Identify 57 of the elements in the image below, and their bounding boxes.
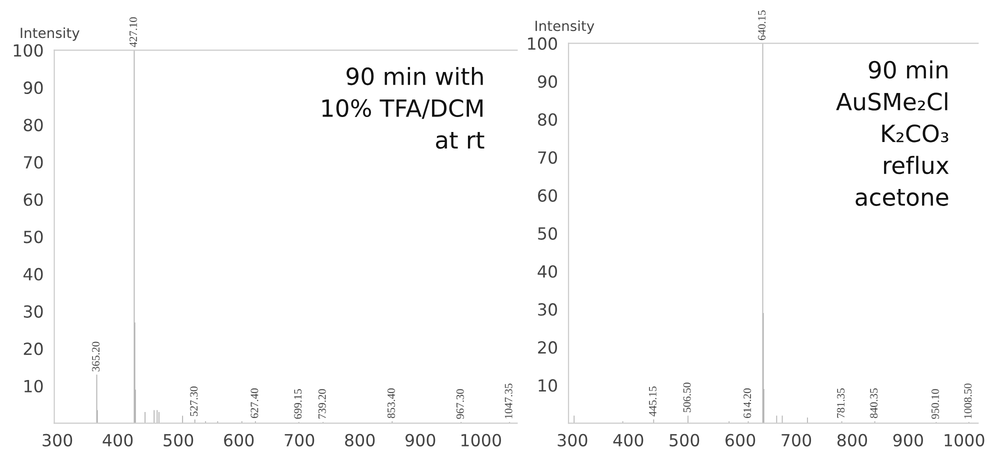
- annotation: 950.10: [931, 389, 940, 419]
- y-tick-label: 40: [538, 265, 557, 278]
- y-tick-label: 90: [538, 75, 557, 88]
- y-tick-label: 80: [24, 118, 43, 132]
- annotation: 506.50: [683, 382, 691, 412]
- annotation: 627.40: [250, 388, 258, 418]
- y-tick-label: 100: [528, 37, 557, 50]
- annotation: 967.30: [456, 389, 464, 419]
- x-tick-label: 1000: [944, 434, 984, 446]
- x-tick-label: 600: [224, 434, 254, 446]
- x-tick-label: 700: [284, 434, 314, 446]
- annotation: 739.20: [318, 389, 326, 419]
- annotation: 90 min AuSMe₂Cl K₂CO₃ reflux acetone: [836, 60, 949, 206]
- x-tick-label: 600: [726, 434, 756, 446]
- x-tick-label: 300: [558, 434, 588, 446]
- y-tick-label: 70: [538, 151, 557, 164]
- y-tick-label: 50: [24, 230, 43, 244]
- x-tick-label: 400: [613, 434, 644, 446]
- x-tick-label: 400: [102, 434, 133, 446]
- x-tick-label: 800: [837, 434, 868, 446]
- y-tick-label: 100: [14, 44, 43, 57]
- annotation: 840.35: [870, 388, 878, 418]
- annotation: 1047.35: [504, 384, 512, 418]
- y-tick-label: 90: [24, 81, 43, 94]
- x-tick-label: 1000: [462, 434, 501, 446]
- x-tick-label: 500: [670, 434, 700, 446]
- y-tick-label: 70: [24, 156, 43, 169]
- x-tick-label: 900: [893, 434, 923, 446]
- y-tick-label: 30: [538, 303, 557, 316]
- x-tick-label: 300: [42, 434, 72, 446]
- y-tick-label: 20: [538, 341, 557, 354]
- annotation: 445.15: [648, 386, 656, 416]
- y-tick-label: 60: [538, 189, 557, 202]
- x-tick-label: 800: [345, 434, 375, 446]
- y-tick-label: 50: [538, 227, 557, 240]
- y-tick-label: 20: [24, 342, 43, 356]
- y-tick-label: 10: [24, 380, 43, 392]
- annotation: 614.20: [744, 388, 752, 418]
- annotation: 699.15: [294, 389, 302, 419]
- annotation: 1008.50: [964, 384, 972, 418]
- x-tick-label: 700: [782, 434, 812, 446]
- annotation: 640.15: [758, 10, 766, 40]
- y-tick-label: 60: [24, 193, 43, 206]
- x-tick-label: 900: [406, 434, 436, 446]
- x-tick-label: 500: [164, 434, 194, 446]
- annotation: 90 min with 10% TFA/DCM at rt: [322, 66, 484, 149]
- annotation: 781.35: [837, 388, 845, 418]
- y-tick-label: 40: [23, 268, 43, 281]
- annotation: 427.10: [130, 17, 138, 48]
- annotation: 853.40: [387, 388, 396, 418]
- y-tick-label: 30: [24, 305, 43, 318]
- annotation: 527.30: [190, 386, 198, 416]
- y-tick-label: 80: [538, 113, 557, 126]
- y-axis-title: Intensity: [20, 27, 80, 41]
- y-axis-title: Intensity: [536, 20, 594, 34]
- annotation: 365.20: [92, 342, 100, 372]
- y-tick-label: 10: [538, 379, 557, 392]
